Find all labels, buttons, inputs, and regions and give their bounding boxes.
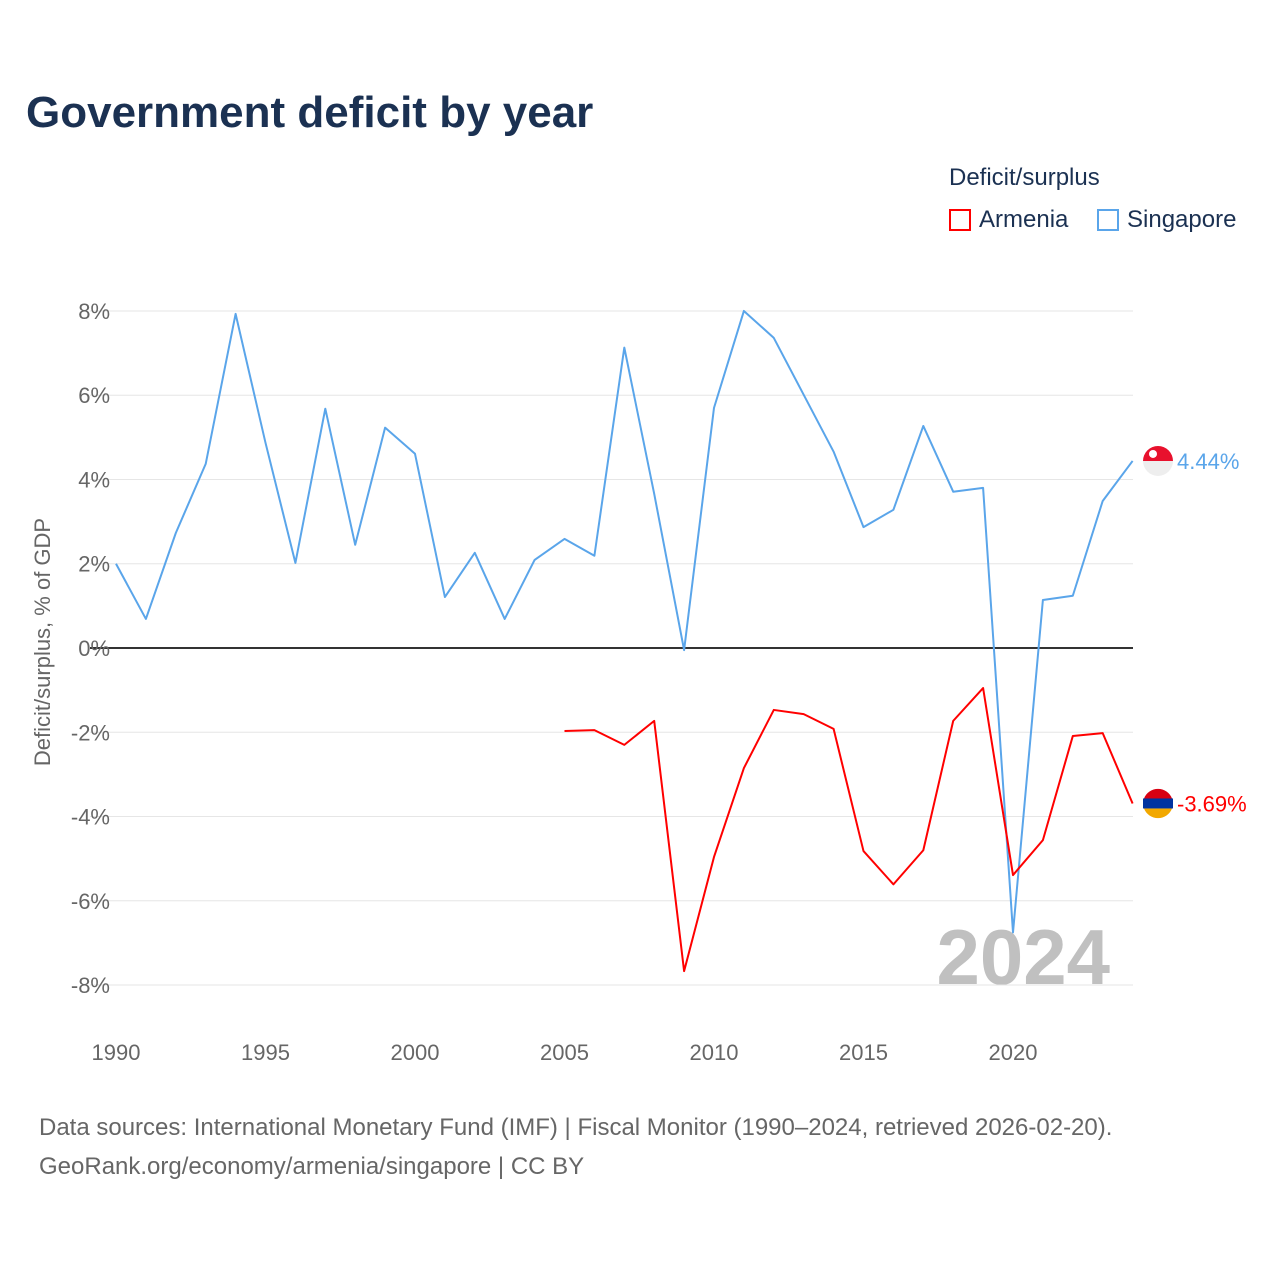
y-tick-label: -8% [71,973,110,998]
y-tick-label: -2% [71,720,110,745]
x-tick-label: 1990 [92,1040,141,1065]
x-tick-label: 2010 [690,1040,739,1065]
flag-icon-singapore-lower [1143,460,1173,476]
y-tick-label: 0% [78,636,110,661]
chart-title: Government deficit by year [26,88,594,137]
flag-crescent [1149,449,1157,458]
legend-swatch-singapore [1097,209,1119,231]
legend-label: Singapore [1127,206,1237,233]
y-tick-label: -4% [71,805,110,830]
flag-icon-armenia [1144,788,1172,799]
x-tick-label: 2020 [989,1040,1038,1065]
x-tick-label: 2000 [391,1040,440,1065]
flag-icon-armenia-orange [1144,808,1172,819]
y-axis-label: Deficit/surplus, % of GDP [30,518,55,766]
flag-icon-singapore [1143,445,1173,461]
y-tick-label: 4% [78,467,110,492]
series-line-singapore [115,309,1134,934]
x-tick-label: 1995 [241,1040,290,1065]
legend-swatch-armenia [949,209,971,231]
y-tick-label: 8% [78,299,110,324]
legend-item-armenia[interactable]: Armenia [949,206,1068,234]
legend-label: Armenia [979,206,1069,233]
flag-icon-armenia-blue [1143,798,1173,809]
source-line-2: GeoRank.org/economy/armenia/singapore | … [39,1153,585,1180]
source-line-1: Data sources: International Monetary Fun… [39,1114,1113,1141]
y-tick-label: -6% [71,889,110,914]
series-line-armenia [564,687,1134,973]
end-value-label-singapore: 4.44% [1177,449,1239,474]
y-tick-label: 2% [78,552,110,577]
source-note: Data sources: International Monetary Fun… [39,1108,1112,1186]
legend-title: Deficit/surplus [949,164,1100,191]
y-tick-label: 6% [78,383,110,408]
watermark-year: 2024 [936,913,1110,1001]
legend-item-singapore[interactable]: Singapore [1097,206,1236,234]
end-value-label-armenia: -3.69% [1177,791,1247,816]
x-tick-label: 2005 [540,1040,589,1065]
x-tick-label: 2015 [839,1040,888,1065]
